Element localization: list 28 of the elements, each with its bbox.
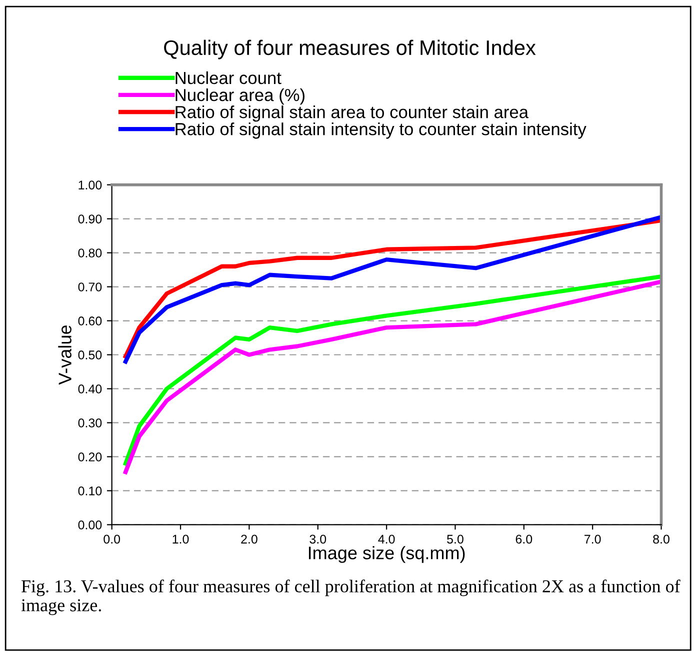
x-tick-label: 7.0 [584, 534, 601, 544]
x-tick-label: 0.0 [104, 534, 120, 544]
y-tick-label: 0.60 [78, 316, 102, 326]
x-axis-title: Image size (sq.mm) [308, 546, 465, 563]
legend-label: Nuclear count [176, 71, 282, 84]
x-tick-label: 5.0 [447, 534, 464, 544]
y-tick-label: 0.20 [78, 452, 102, 462]
chart-title: Quality of four measures of Mitotic Index [164, 40, 536, 60]
x-tick-label: 3.0 [310, 534, 326, 544]
y-tick-label: 0.00 [78, 520, 102, 530]
y-axis-title: V-value [58, 325, 72, 385]
legend-label: Nuclear area (%) [176, 88, 304, 105]
y-tick-label: 0.90 [78, 214, 102, 224]
x-tick-label: 4.0 [378, 534, 395, 544]
y-tick-label: 0.30 [78, 418, 102, 428]
x-tick-label: 8.0 [653, 534, 670, 544]
y-tick-label: 0.70 [78, 282, 102, 292]
caption: Fig. 13. V-values of four measures of cell proliferation at magnification 2X as a function of image size. [21, 580, 680, 616]
y-tick-label: 0.50 [78, 350, 102, 360]
legend-label: Ratio of signal stain intensity to counter stain intensity [176, 122, 586, 139]
legend-label: Ratio of signal stain area to counter stain area [176, 105, 529, 122]
y-tick-label: 0.10 [78, 486, 102, 496]
y-tick-label: 1.00 [78, 180, 102, 190]
x-tick-label: 6.0 [516, 534, 532, 544]
y-tick-label: 0.80 [78, 248, 102, 258]
x-tick-label: 1.0 [172, 534, 189, 544]
y-tick-label: 0.40 [78, 384, 102, 394]
x-tick-label: 2.0 [241, 534, 258, 544]
